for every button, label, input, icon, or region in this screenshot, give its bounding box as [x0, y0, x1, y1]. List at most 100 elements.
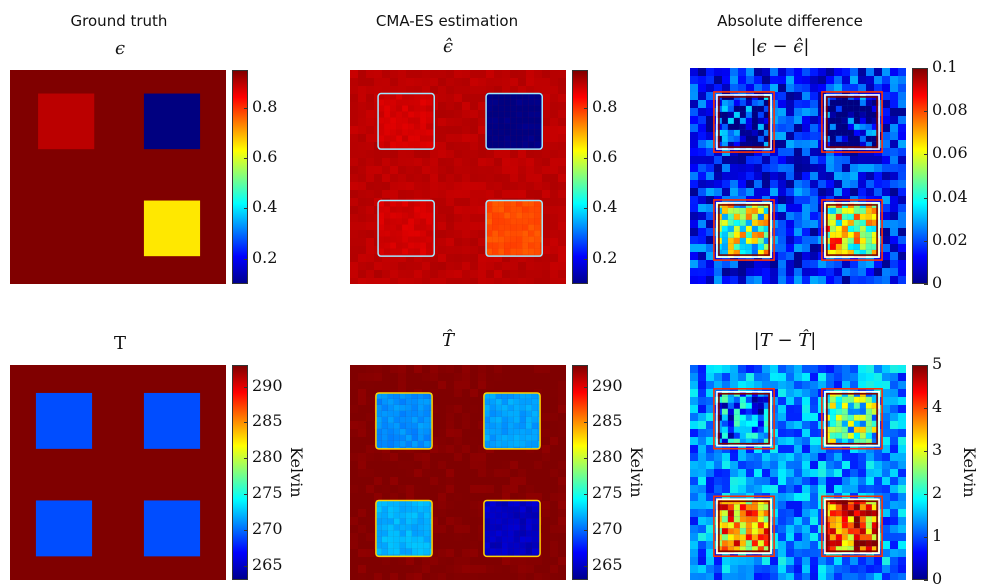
noise-cell [898, 228, 906, 236]
noise-cell [518, 86, 526, 94]
noise-cell [438, 501, 446, 509]
noise-cell [470, 278, 478, 284]
noise-cell [786, 533, 794, 541]
noise-cell [526, 373, 534, 381]
square-bottom-left-cell [432, 212, 435, 219]
noise-cell [446, 565, 454, 573]
square-top-left-cell [429, 422, 433, 429]
noise-cell [802, 260, 810, 268]
noise-cell [374, 469, 382, 477]
noise-cell [802, 196, 810, 204]
square-bottom-left-cell [426, 242, 433, 249]
noise-cell [698, 92, 706, 100]
noise-cell [690, 212, 698, 220]
square-top-right-cell [865, 123, 872, 130]
noise-cell [358, 477, 366, 485]
square-top-left-cell [757, 123, 764, 130]
square-top-right-cell [510, 105, 517, 112]
square-bottom-right-cell [853, 528, 860, 535]
noise-cell [358, 214, 366, 222]
noise-cell [542, 134, 550, 142]
square-bottom-right-cell [516, 200, 523, 207]
noise-cell [826, 461, 834, 469]
noise-cell [430, 469, 438, 477]
square-bottom-left-cell [721, 231, 728, 238]
square-bottom-left-cell [396, 236, 403, 243]
noise-cell [470, 102, 478, 110]
square-bottom-right-cell [495, 524, 502, 531]
square-top-left-edge [718, 392, 770, 445]
noise-cell [462, 190, 470, 198]
square-bottom-right-cell [492, 224, 499, 231]
square-bottom-right-cell [507, 530, 514, 537]
square-top-right-cell [871, 129, 878, 136]
square-top-left-edge [377, 92, 435, 150]
noise-cell [478, 166, 486, 174]
square-bottom-left-cell [751, 249, 758, 256]
noise-cell [406, 166, 414, 174]
noise-cell [454, 533, 462, 541]
square-top-left-cell [411, 440, 418, 447]
noise-cell [778, 429, 786, 437]
square-bottom-right-cell [835, 540, 842, 547]
square-top-left-cell [375, 428, 382, 435]
square-bottom-right-cell [498, 200, 505, 207]
noise-cell [558, 533, 566, 541]
noise-cell [462, 150, 470, 158]
noise-cell [350, 501, 358, 509]
noise-cell [834, 557, 842, 565]
square-top-right-cell [495, 428, 502, 435]
square-top-right-cell [486, 111, 493, 118]
square-bottom-right [143, 200, 201, 257]
noise-cell [366, 397, 374, 405]
noise-cell [690, 405, 698, 413]
noise-cell [770, 156, 778, 164]
noise-cell [462, 142, 470, 150]
square-top-right-edge [824, 390, 880, 447]
noise-cell [398, 174, 406, 182]
noise-cell [398, 461, 406, 469]
noise-cell [882, 268, 890, 276]
square-top-left-cell [387, 410, 394, 417]
noise-cell [358, 493, 366, 501]
noise-cell [478, 238, 486, 246]
noise-cell [446, 549, 454, 557]
noise-cell [494, 493, 502, 501]
square-top-left-cell [393, 410, 400, 417]
square-bottom-right-edge [821, 199, 883, 261]
noise-cell [690, 236, 698, 244]
square-top-left-cell [411, 410, 418, 417]
square-bottom-left-cell [721, 249, 728, 256]
noise-cell [550, 565, 558, 573]
square-bottom-left-cell [727, 237, 734, 244]
square-top-left-cell [417, 416, 424, 423]
noise-cell [810, 228, 818, 236]
noise-cell [810, 397, 818, 405]
noise-cell [358, 182, 366, 190]
noise-cell [834, 68, 842, 76]
noise-cell [550, 437, 558, 445]
noise-cell [438, 429, 446, 437]
noise-cell [398, 373, 406, 381]
square-top-right-cell [871, 396, 878, 403]
square-top-right-cell [537, 422, 541, 429]
noise-cell [382, 573, 390, 580]
noise-cell [518, 270, 526, 278]
square-top-left-cell [745, 129, 752, 136]
noise-cell [730, 156, 738, 164]
noise-cell [858, 565, 866, 573]
noise-cell [786, 108, 794, 116]
noise-cell [486, 158, 494, 166]
noise-cell [526, 86, 534, 94]
square-bottom-right-cell [492, 230, 499, 237]
noise-cell [502, 365, 510, 373]
noise-cell [542, 70, 550, 78]
colorbar-tick-mark [924, 68, 928, 69]
noise-cell [462, 573, 470, 580]
square-top-left-cell [405, 440, 412, 447]
noise-cell [382, 166, 390, 174]
noise-cell [406, 262, 414, 270]
square-bottom-right-cell [516, 218, 523, 225]
noise-cell [874, 453, 882, 461]
square-top-right-cell [492, 117, 499, 124]
